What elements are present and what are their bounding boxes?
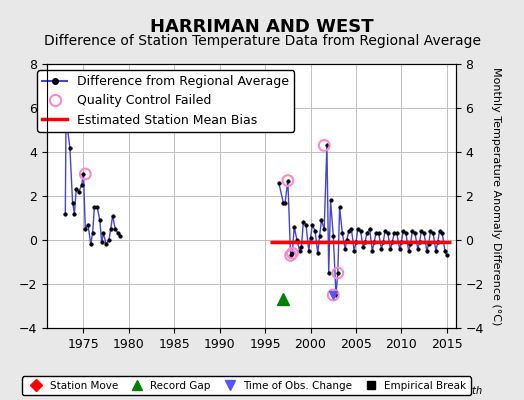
Legend: Difference from Regional Average, Quality Control Failed, Estimated Station Mean: Difference from Regional Average, Qualit… xyxy=(37,70,294,132)
Point xyxy=(288,250,297,256)
Text: Difference of Station Temperature Data from Regional Average: Difference of Station Temperature Data f… xyxy=(43,34,481,48)
Point xyxy=(81,171,90,177)
Legend: Station Move, Record Gap, Time of Obs. Change, Empirical Break: Station Move, Record Gap, Time of Obs. C… xyxy=(22,376,471,395)
Point xyxy=(62,83,70,89)
Point xyxy=(334,270,342,276)
Y-axis label: Monthly Temperature Anomaly Difference (°C): Monthly Temperature Anomaly Difference (… xyxy=(490,67,500,325)
Point xyxy=(63,122,71,129)
Text: HARRIMAN AND WEST: HARRIMAN AND WEST xyxy=(150,18,374,36)
Point xyxy=(287,252,295,259)
Text: Berkeley Earth: Berkeley Earth xyxy=(410,386,482,396)
Point xyxy=(283,178,292,184)
Point xyxy=(329,292,337,298)
Point xyxy=(320,142,329,148)
